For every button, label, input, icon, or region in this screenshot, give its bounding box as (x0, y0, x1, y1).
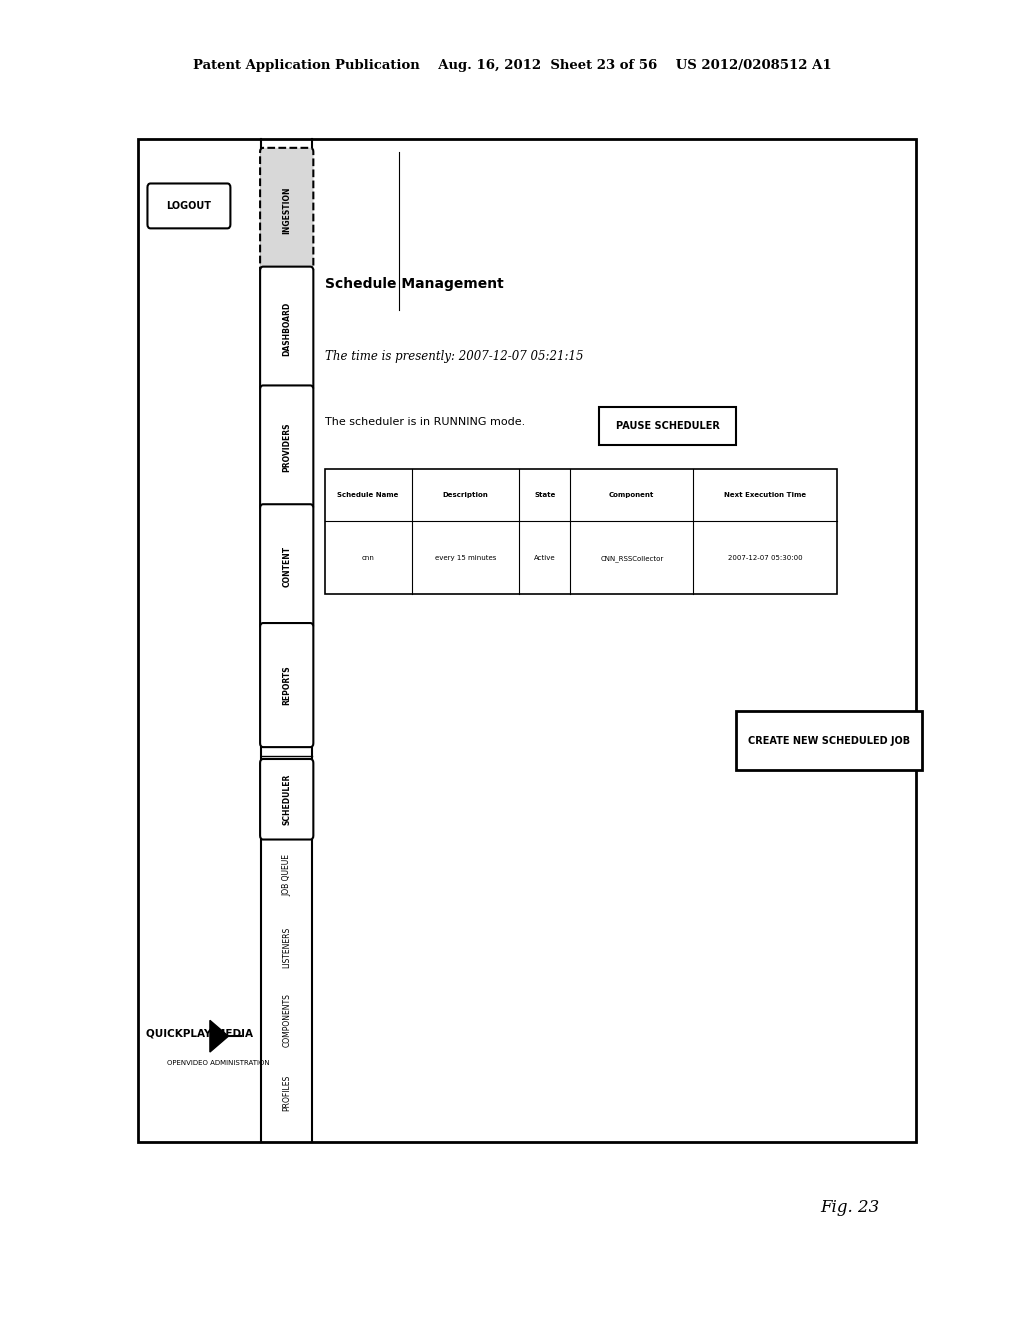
Text: Active: Active (534, 556, 556, 561)
Text: PAUSE SCHEDULER: PAUSE SCHEDULER (615, 421, 720, 430)
Bar (138, 139, 916, 1142)
Text: OPENVIDEO ADMINISTRATION: OPENVIDEO ADMINISTRATION (167, 1060, 269, 1065)
Text: JOB QUEUE: JOB QUEUE (283, 854, 291, 896)
Polygon shape (210, 1020, 228, 1052)
Text: CONTENT: CONTENT (283, 545, 291, 587)
FancyBboxPatch shape (599, 407, 736, 445)
FancyBboxPatch shape (736, 711, 922, 770)
Text: COMPONENTS: COMPONENTS (283, 994, 291, 1047)
Text: The time is presently: 2007-12-07 05:21:15: The time is presently: 2007-12-07 05:21:… (325, 350, 583, 363)
FancyBboxPatch shape (260, 267, 313, 391)
Text: DASHBOARD: DASHBOARD (283, 301, 291, 356)
FancyBboxPatch shape (260, 385, 313, 510)
Text: Component: Component (609, 492, 654, 498)
Text: INGESTION: INGESTION (283, 186, 291, 234)
FancyBboxPatch shape (260, 759, 313, 840)
Text: 2007-12-07 05:30:00: 2007-12-07 05:30:00 (728, 556, 802, 561)
Text: Next Execution Time: Next Execution Time (724, 492, 806, 498)
Text: State: State (535, 492, 555, 498)
Text: Patent Application Publication    Aug. 16, 2012  Sheet 23 of 56    US 2012/02085: Patent Application Publication Aug. 16, … (193, 59, 831, 73)
Text: LISTENERS: LISTENERS (283, 927, 291, 969)
Text: REPORTS: REPORTS (283, 665, 291, 705)
FancyBboxPatch shape (260, 148, 313, 272)
Text: PROFILES: PROFILES (283, 1074, 291, 1111)
Text: The scheduler is in RUNNING mode.: The scheduler is in RUNNING mode. (325, 417, 525, 428)
Text: cnn: cnn (361, 556, 375, 561)
FancyBboxPatch shape (147, 183, 230, 228)
Text: PROVIDERS: PROVIDERS (283, 422, 291, 473)
Text: SCHEDULER: SCHEDULER (283, 774, 291, 825)
Text: LOGOUT: LOGOUT (167, 201, 211, 211)
Bar (325, 469, 837, 594)
Text: Fig. 23: Fig. 23 (820, 1200, 880, 1216)
Text: CREATE NEW SCHEDULED JOB: CREATE NEW SCHEDULED JOB (748, 735, 910, 746)
Text: CNN_RSSCollector: CNN_RSSCollector (600, 554, 664, 562)
Text: every 15 minutes: every 15 minutes (435, 556, 496, 561)
FancyBboxPatch shape (260, 504, 313, 628)
Text: QUICKPLAY MEDIA: QUICKPLAY MEDIA (146, 1028, 253, 1039)
Text: Description: Description (442, 492, 488, 498)
Text: Schedule Management: Schedule Management (325, 277, 504, 292)
Text: Schedule Name: Schedule Name (338, 492, 398, 498)
FancyBboxPatch shape (260, 623, 313, 747)
